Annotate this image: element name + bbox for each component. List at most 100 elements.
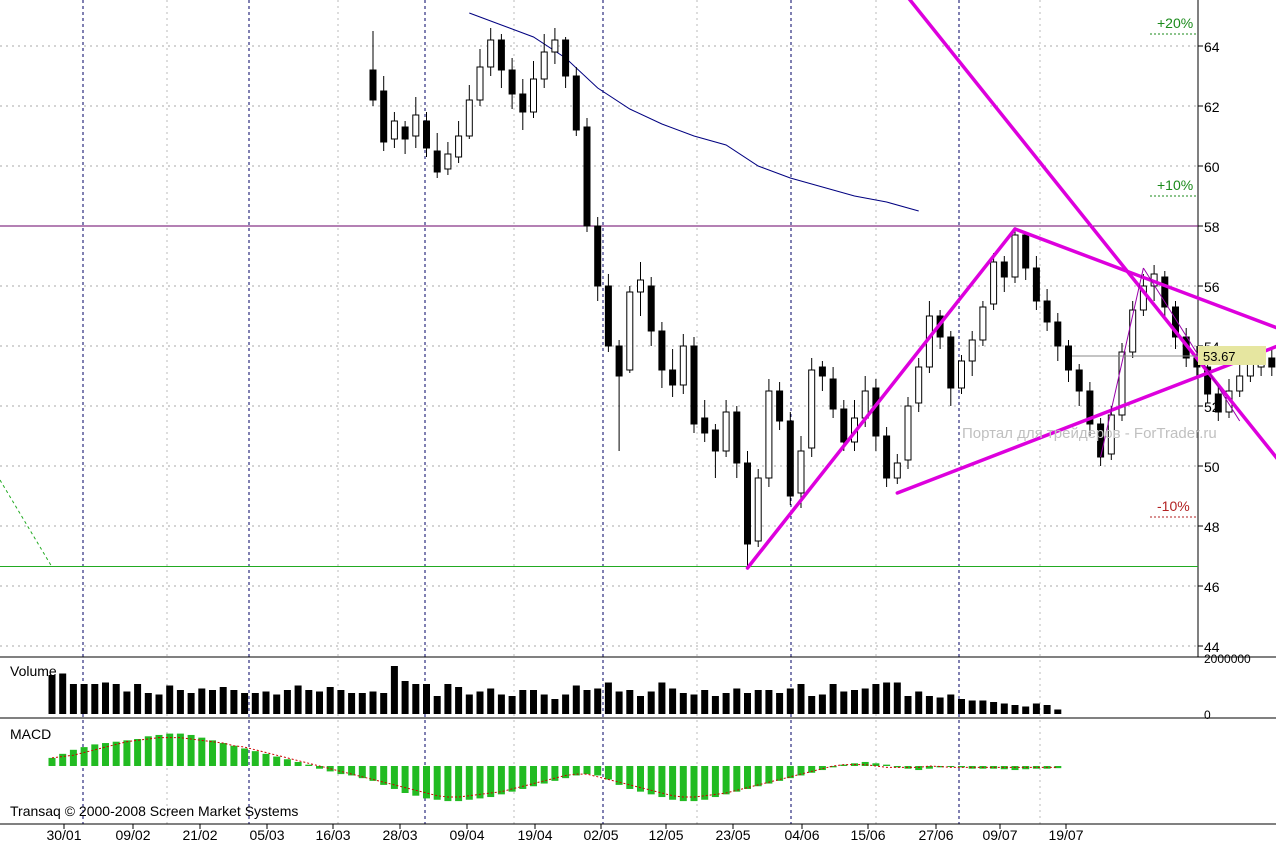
candle-body	[1054, 321, 1062, 347]
volume-bar	[59, 673, 67, 714]
volume-bar	[519, 690, 527, 714]
date-tick-label: 19/07	[1048, 827, 1083, 843]
date-axis: 30/01 09/02 21/02 05/03 16/03 28/03 09/04 19/04…	[46, 824, 1084, 843]
percent-levels: +20% +10% -10%	[1150, 15, 1198, 518]
macd-bar	[316, 766, 323, 769]
volume-bar	[979, 700, 987, 714]
macd-bar	[390, 766, 398, 789]
candle-body	[412, 114, 420, 137]
macd-bar	[134, 739, 142, 766]
macd-bar	[936, 766, 944, 768]
candle-body	[893, 462, 901, 479]
volume-bar	[551, 699, 559, 714]
candle-body	[1022, 234, 1030, 269]
volume-bar	[187, 693, 195, 714]
volume-bar	[123, 691, 131, 714]
thin-trendline-1	[1142, 267, 1241, 422]
macd-bar	[808, 766, 816, 773]
candle-body	[1032, 267, 1040, 302]
volume-bar	[337, 690, 345, 714]
volume-bar	[936, 697, 944, 714]
thin-trendline-0	[1100, 267, 1144, 458]
volume-bar	[530, 690, 537, 714]
macd-bar	[497, 766, 505, 795]
candle-body	[754, 477, 762, 542]
macd-bar	[530, 766, 537, 787]
macd-bar	[893, 766, 901, 768]
candle-body	[829, 378, 837, 410]
volume-bar	[497, 694, 505, 714]
macd-bar	[219, 743, 227, 766]
volume-bar	[562, 694, 570, 714]
candle-body	[1204, 366, 1212, 395]
volume-bar	[390, 666, 398, 714]
price-axis: 4446485052545658606264	[1198, 39, 1220, 655]
candle-body	[818, 366, 826, 377]
candle-body	[904, 405, 912, 461]
date-tick-label: 21/02	[182, 827, 217, 843]
candle-body	[540, 51, 548, 80]
candle-body	[1172, 306, 1179, 338]
date-tick-label: 09/07	[982, 827, 1017, 843]
volume-bar	[283, 690, 291, 714]
candle-body	[990, 261, 998, 305]
volume-bar	[230, 690, 238, 714]
candle-body	[1043, 300, 1051, 323]
macd-bar	[562, 766, 570, 779]
candle-body	[380, 90, 388, 143]
candle-body	[530, 78, 537, 113]
watermark: Портал для трейдеров - ForTrader.ru	[962, 425, 1217, 442]
macd-bar	[519, 766, 527, 789]
candle-body	[1000, 261, 1008, 278]
macd-bar	[102, 743, 109, 766]
volume-bar	[968, 700, 976, 714]
candle-body	[647, 285, 655, 332]
macd-bar	[294, 761, 302, 766]
candle-body	[744, 462, 751, 545]
macd-bar	[990, 766, 998, 769]
price-tick-label: 46	[1204, 579, 1220, 595]
volume-bar	[273, 694, 281, 714]
volume-bar	[722, 693, 730, 714]
date-tick-label: 12/05	[648, 827, 683, 843]
macd-bar	[711, 766, 719, 798]
copyright: Transaq © 2000-2008 Screen Market System…	[10, 803, 298, 819]
macd-bar	[380, 766, 388, 785]
volume-bar	[80, 684, 88, 714]
price-tick-label: 52	[1204, 399, 1220, 415]
candle-body	[433, 150, 441, 173]
trendlines	[745, 0, 1276, 570]
volume-bar	[818, 694, 826, 714]
candle-body	[1107, 414, 1115, 455]
volume-bar	[369, 691, 377, 714]
date-tick-label: 16/03	[315, 827, 350, 843]
macd-bar	[786, 766, 794, 779]
volume-bar	[1043, 705, 1051, 714]
macd-bar	[829, 766, 837, 768]
volume-bar	[219, 687, 227, 714]
candle-body	[637, 279, 644, 293]
volume-bar	[112, 684, 120, 714]
price-tick-label: 48	[1204, 519, 1220, 535]
macd-bar	[358, 766, 366, 779]
candle-body	[444, 153, 452, 170]
macd-bar	[348, 766, 356, 776]
volume-bar	[294, 685, 302, 714]
volume-bar	[144, 693, 152, 714]
macd-bar	[690, 766, 698, 802]
candle-body	[733, 411, 741, 464]
volume-bar	[326, 687, 334, 714]
volume-bar	[572, 685, 580, 714]
volume-bar	[423, 684, 430, 714]
volume-axis-zero: 0	[1204, 708, 1211, 722]
volume-bar	[1022, 706, 1030, 714]
trendline-3	[895, 344, 1276, 495]
candle-body	[1129, 309, 1137, 353]
macd-bar	[572, 766, 580, 776]
macd-bar	[48, 757, 56, 766]
volume-bar	[380, 693, 388, 714]
volume-bar	[947, 694, 955, 714]
date-tick-label: 09/04	[449, 827, 484, 843]
date-tick-label: 27/06	[918, 827, 953, 843]
